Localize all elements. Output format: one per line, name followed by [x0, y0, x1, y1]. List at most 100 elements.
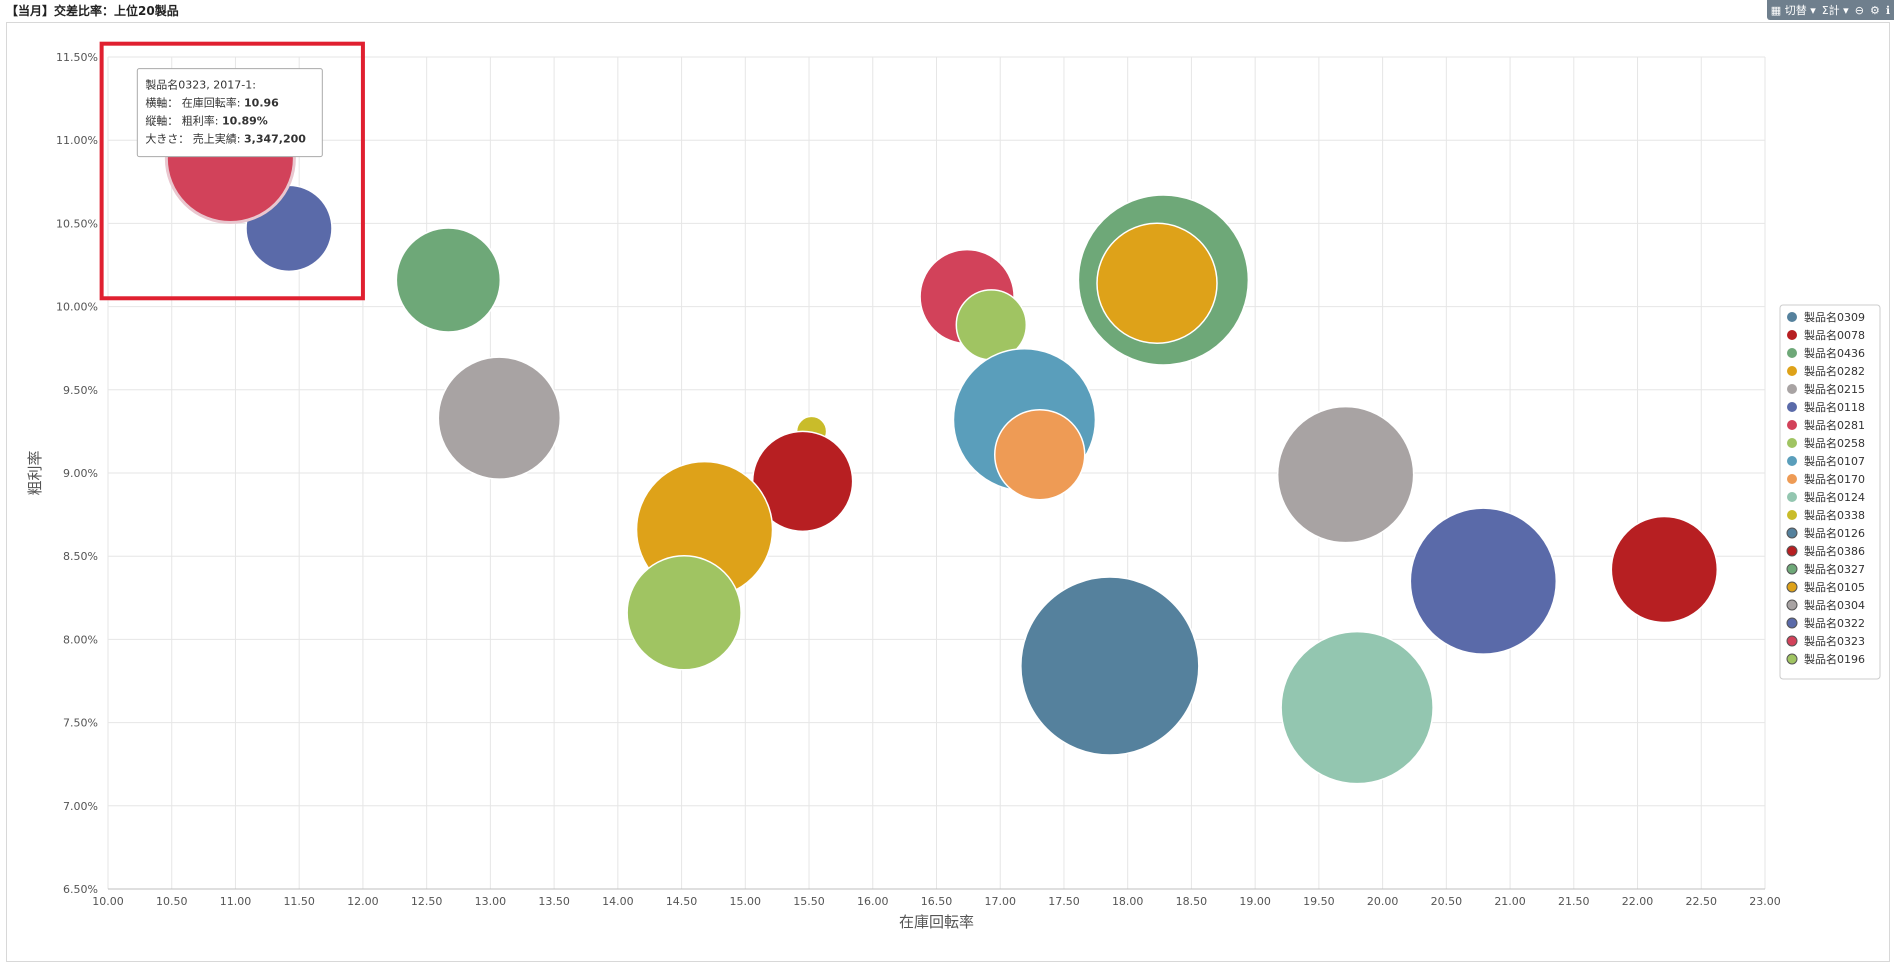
y-tick-label: 11.50%: [56, 51, 98, 64]
legend-item[interactable]: 製品名0327: [1786, 562, 1865, 576]
x-tick-label: 10.50: [156, 895, 188, 908]
y-tick-label: 9.00%: [63, 467, 98, 480]
legend-marker: [1787, 420, 1797, 430]
y-tick-label: 10.00%: [56, 301, 98, 314]
legend-item[interactable]: 製品名0078: [1787, 328, 1865, 342]
legend-item[interactable]: 製品名0322: [1786, 616, 1865, 630]
sum-button[interactable]: Σ計 ▾: [1821, 4, 1849, 17]
y-tick-label: 9.50%: [63, 384, 98, 397]
legend-item[interactable]: 製品名0196: [1786, 652, 1865, 666]
legend-marker: [1787, 402, 1797, 412]
legend-item[interactable]: 製品名0304: [1786, 598, 1865, 612]
y-tick-label: 6.50%: [63, 883, 98, 896]
bubble: [993, 408, 1086, 501]
bubble: [626, 555, 742, 671]
x-tick-label: 13.50: [538, 895, 570, 908]
legend-marker: [1787, 348, 1797, 358]
legend-item[interactable]: 製品名0215: [1787, 382, 1865, 396]
legend-label: 製品名0107: [1804, 454, 1865, 468]
legend-marker: [1786, 563, 1798, 575]
legend-marker: [1787, 366, 1797, 376]
tooltip-label: 横軸： 在庫回転率:: [145, 96, 244, 110]
legend-marker: [1786, 617, 1798, 629]
legend-item[interactable]: 製品名0126: [1786, 526, 1865, 540]
toggle-button[interactable]: ▦ 切替 ▾: [1770, 4, 1816, 17]
legend-label: 製品名0436: [1804, 346, 1865, 360]
bubble: [1276, 405, 1415, 544]
legend-label: 製品名0323: [1804, 634, 1865, 648]
legend-marker: [1787, 510, 1797, 520]
legend-item[interactable]: 製品名0281: [1787, 418, 1865, 432]
x-tick-label: 18.50: [1176, 895, 1208, 908]
tooltip-label: 縦軸： 粗利率:: [145, 114, 222, 128]
x-tick-label: 16.50: [921, 895, 953, 908]
x-tick-label: 22.50: [1686, 895, 1718, 908]
legend-item[interactable]: 製品名0170: [1787, 472, 1865, 486]
x-tick-label: 18.00: [1112, 895, 1144, 908]
legend-label: 製品名0327: [1804, 562, 1865, 576]
chart-panel: 10.00 10.50 11.00 11.50 12.00 12.50 13.00 13.50…: [6, 22, 1890, 962]
x-tick-label: 14.00: [602, 895, 634, 908]
y-tick-label: 7.50%: [63, 717, 98, 730]
legend-item[interactable]: 製品名0386: [1786, 544, 1865, 558]
x-tick-label: 15.50: [793, 895, 825, 908]
legend-item[interactable]: 製品名0436: [1787, 346, 1865, 360]
tooltip-line: 縦軸： 粗利率: 10.89%: [145, 114, 268, 128]
legend-marker: [1786, 581, 1798, 593]
x-tick-label: 19.00: [1239, 895, 1271, 908]
legend-item[interactable]: 製品名0282: [1787, 364, 1865, 378]
sum-label: Σ計: [1821, 4, 1840, 17]
legend-label: 製品名0126: [1804, 526, 1865, 540]
legend-marker: [1787, 384, 1797, 394]
legend: 製品名0309 製品名0078 製品名0436 製品名0282 製品名0215 製品名01…: [1779, 304, 1881, 680]
info-icon[interactable]: ℹ: [1885, 3, 1890, 17]
tooltip-line1: 製品名0323, 2017-1:: [145, 78, 256, 92]
bubble: [1020, 576, 1200, 756]
legend-label: 製品名0118: [1804, 400, 1865, 414]
tooltip-line: 横軸： 在庫回転率: 10.96: [145, 96, 279, 110]
y-tick-label: 7.00%: [63, 800, 98, 813]
legend-item[interactable]: 製品名0124: [1787, 490, 1865, 504]
legend-item[interactable]: 製品名0323: [1786, 634, 1865, 648]
chart-title: 【当月】交差比率：上位20製品: [6, 4, 179, 18]
legend-item[interactable]: 製品名0258: [1787, 436, 1865, 450]
legend-label: 製品名0322: [1804, 616, 1865, 630]
y-tick-label: 10.50%: [56, 217, 98, 230]
x-tick-label: 11.50: [283, 895, 315, 908]
minus-circle-icon[interactable]: ⊖: [1854, 3, 1864, 17]
legend-item[interactable]: 製品名0118: [1787, 400, 1865, 414]
legend-label: 製品名0215: [1804, 382, 1865, 396]
bubble: [395, 227, 502, 333]
x-tick-label: 20.50: [1431, 895, 1463, 908]
legend-label: 製品名0386: [1804, 544, 1865, 558]
legend-item[interactable]: 製品名0338: [1787, 508, 1865, 522]
legend-label: 製品名0196: [1804, 652, 1865, 666]
bubble: [1096, 222, 1218, 345]
x-tick-label: 23.00: [1749, 895, 1781, 908]
tooltip-line: 大きさ： 売上実績: 3,347,200: [145, 132, 306, 146]
legend-item[interactable]: 製品名0105: [1786, 580, 1865, 594]
legend-label: 製品名0309: [1804, 310, 1865, 324]
legend-marker: [1787, 474, 1797, 484]
x-tick-label: 21.50: [1558, 895, 1590, 908]
bubble: [1409, 507, 1558, 655]
x-tick-label: 10.00: [92, 895, 124, 908]
y-axis-title: 粗利率: [26, 450, 44, 495]
legend-box: [1779, 304, 1881, 680]
toolbar: ▦ 切替 ▾ Σ計 ▾ ⊖ ⚙ ℹ: [1766, 0, 1894, 20]
x-tick-label: 19.50: [1303, 895, 1335, 908]
x-axis-title: 在庫回転率: [899, 913, 974, 931]
x-tick-label: 21.00: [1494, 895, 1526, 908]
highlight-box: [99, 41, 365, 301]
x-tick-label: 15.00: [730, 895, 762, 908]
legend-item[interactable]: 製品名0107: [1787, 454, 1865, 468]
legend-label: 製品名0338: [1804, 508, 1865, 522]
gear-icon[interactable]: ⚙: [1869, 3, 1880, 17]
tooltip-value: 10.96: [244, 97, 279, 110]
legend-item[interactable]: 製品名0309: [1787, 310, 1865, 324]
tooltip-value: 10.89%: [222, 115, 268, 128]
table-icon: ▦: [1770, 4, 1782, 17]
x-tick-label: 12.50: [411, 895, 443, 908]
legend-marker: [1786, 545, 1798, 557]
legend-marker: [1786, 635, 1798, 647]
